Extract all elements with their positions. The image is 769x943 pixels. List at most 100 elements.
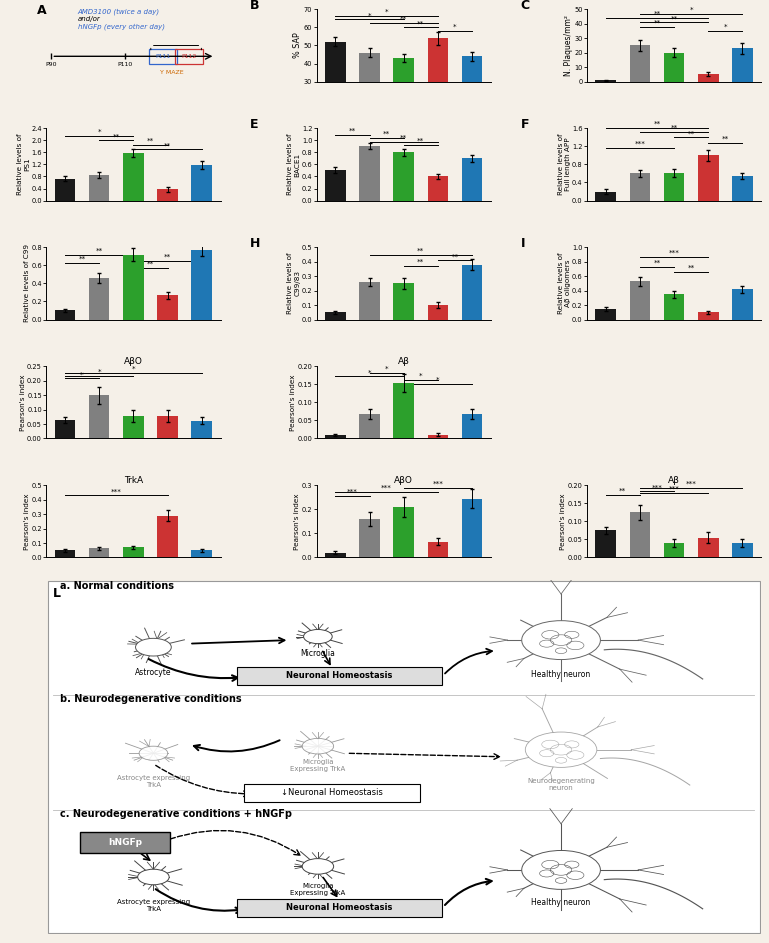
Bar: [394, 58, 414, 136]
FancyBboxPatch shape: [237, 668, 441, 686]
Text: Astrocyte expressing: Astrocyte expressing: [117, 775, 190, 781]
Bar: [664, 543, 684, 557]
Bar: [191, 165, 212, 201]
Bar: [732, 290, 753, 320]
Text: ***: ***: [381, 485, 392, 491]
Text: E: E: [250, 118, 258, 130]
Bar: [732, 175, 753, 201]
Bar: [698, 538, 718, 557]
Text: **: **: [418, 139, 424, 144]
Text: TrkA: TrkA: [146, 782, 161, 787]
Text: ***: ***: [669, 250, 680, 256]
Bar: [462, 414, 482, 438]
Text: **: **: [722, 136, 729, 141]
Text: *: *: [689, 7, 693, 12]
Bar: [191, 250, 212, 320]
Text: ↓Neuronal Homeostasis: ↓Neuronal Homeostasis: [281, 788, 383, 798]
Y-axis label: Relative levels of
BACE1: Relative levels of BACE1: [288, 134, 301, 195]
Text: **: **: [418, 21, 424, 26]
FancyBboxPatch shape: [80, 832, 170, 853]
Text: Neurodegenerating: Neurodegenerating: [528, 778, 595, 785]
Text: **: **: [671, 124, 677, 131]
Text: Astrocyte: Astrocyte: [135, 669, 171, 677]
Text: ***: ***: [111, 488, 122, 494]
Bar: [89, 175, 109, 201]
Bar: [462, 158, 482, 201]
Bar: [359, 519, 380, 557]
Bar: [394, 153, 414, 201]
Text: A: A: [38, 4, 47, 17]
Bar: [158, 295, 178, 320]
Bar: [158, 416, 178, 438]
Text: TrkA: TrkA: [146, 905, 161, 912]
Y-axis label: Relative levels of C99: Relative levels of C99: [24, 244, 30, 323]
Text: **: **: [95, 247, 103, 254]
Text: **: **: [654, 259, 661, 266]
Y-axis label: Relative levels of
C99/83: Relative levels of C99/83: [288, 253, 301, 314]
Text: a. Normal conditions: a. Normal conditions: [61, 581, 175, 591]
Bar: [664, 173, 684, 201]
Text: neuron: neuron: [549, 786, 574, 791]
Text: ***: ***: [634, 141, 645, 147]
Text: F: F: [521, 118, 529, 130]
Bar: [428, 435, 448, 438]
Bar: [158, 190, 178, 201]
Bar: [428, 39, 448, 136]
Bar: [698, 74, 718, 81]
Bar: [630, 512, 650, 557]
Bar: [123, 416, 144, 438]
Bar: [428, 542, 448, 557]
Text: Microglia: Microglia: [301, 649, 335, 658]
Text: Expressing TrkA: Expressing TrkA: [290, 889, 345, 896]
Title: AβO: AβO: [124, 356, 143, 366]
Bar: [55, 551, 75, 557]
Text: ***: ***: [651, 485, 662, 490]
Text: Healthy neuron: Healthy neuron: [531, 670, 591, 679]
Text: C: C: [521, 0, 530, 11]
Text: L: L: [53, 587, 62, 600]
Bar: [595, 308, 616, 320]
Text: *: *: [453, 24, 457, 30]
Circle shape: [302, 859, 334, 874]
Bar: [698, 156, 718, 201]
Title: AβO: AβO: [394, 475, 413, 485]
Text: Neuronal Homeostasis: Neuronal Homeostasis: [286, 903, 392, 912]
Text: *: *: [384, 8, 388, 15]
Text: AMD3100 (twice a day): AMD3100 (twice a day): [78, 8, 160, 14]
Title: TrkA: TrkA: [124, 475, 143, 485]
Text: **: **: [400, 16, 408, 22]
Text: Y MAZE: Y MAZE: [160, 71, 184, 75]
Text: Astrocyte expressing: Astrocyte expressing: [117, 899, 190, 904]
Text: **: **: [671, 15, 677, 22]
Bar: [55, 179, 75, 201]
Text: *: *: [368, 370, 371, 375]
Bar: [359, 146, 380, 201]
Bar: [462, 265, 482, 320]
Bar: [394, 507, 414, 557]
Bar: [359, 282, 380, 320]
Bar: [325, 41, 345, 136]
Text: *: *: [98, 129, 101, 135]
Bar: [664, 294, 684, 320]
Text: **: **: [383, 131, 390, 137]
Text: **: **: [164, 142, 171, 148]
Bar: [191, 421, 212, 438]
FancyBboxPatch shape: [245, 784, 420, 802]
Text: **: **: [147, 138, 154, 144]
Text: **: **: [349, 128, 356, 134]
Text: ***: ***: [432, 481, 444, 488]
Bar: [394, 284, 414, 320]
Bar: [462, 499, 482, 557]
Bar: [359, 414, 380, 438]
Circle shape: [138, 869, 169, 885]
Text: P90: P90: [45, 61, 57, 67]
Text: **: **: [619, 488, 627, 494]
Bar: [123, 153, 144, 201]
Bar: [359, 53, 380, 136]
Circle shape: [525, 732, 597, 768]
Text: I: I: [521, 237, 525, 250]
Text: ***: ***: [686, 481, 697, 487]
FancyBboxPatch shape: [237, 899, 441, 917]
Y-axis label: Relative levels of
Full length APP: Relative levels of Full length APP: [558, 134, 571, 195]
Text: *: *: [724, 24, 727, 30]
